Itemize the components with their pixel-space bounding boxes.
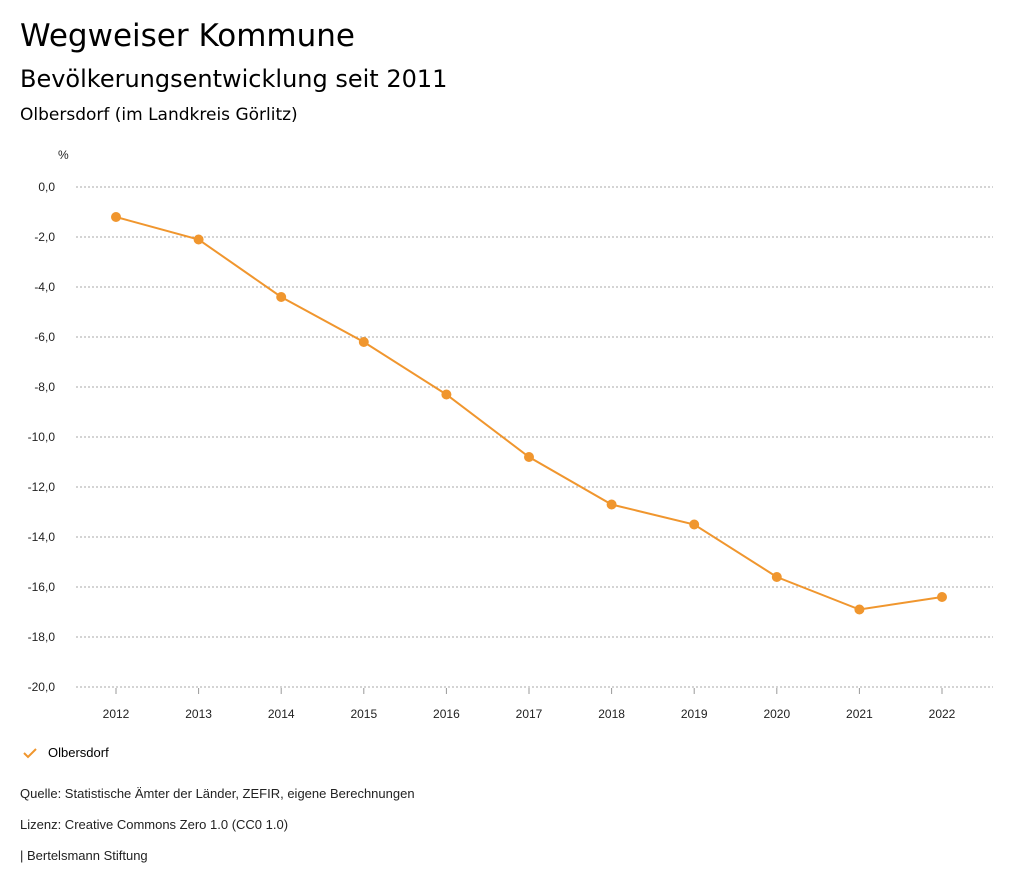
y-tick-label: -4,0 [34,280,55,294]
legend-item-olbersdorf[interactable]: Olbersdorf [22,745,109,760]
x-tick-label: 2015 [350,707,377,721]
x-tick-label: 2022 [929,707,956,721]
line-chart: % 0,0 -2,0 -4,0 -6,0 -8,0 -10,0 -12,0 -14,0 -16,… [28,148,993,721]
y-tick-label: -14,0 [28,530,56,544]
chart-subtitle: Bevölkerungsentwicklung seit 2011 [20,65,448,93]
x-tick-label: 2018 [598,707,625,721]
data-point[interactable] [689,519,700,530]
x-tick-label: 2021 [846,707,873,721]
region-title: Olbersdorf (im Landkreis Görlitz) [20,105,298,125]
source-note: Quelle: Statistische Ämter der Länder, Z… [20,786,415,801]
x-tick-label: 2013 [185,707,212,721]
y-tick-label: -16,0 [28,580,56,594]
data-point[interactable] [771,572,782,582]
check-icon [23,747,37,758]
x-tick-label: 2014 [268,707,295,721]
y-tick-label: -2,0 [34,230,55,244]
data-point[interactable] [193,234,204,245]
y-tick-label: -20,0 [28,680,56,694]
y-tick-label: -18,0 [28,630,56,644]
page-title: Wegweiser Kommune [20,18,355,54]
x-tick-label: 2020 [763,707,790,721]
data-point[interactable] [606,499,617,510]
data-point[interactable] [111,212,121,222]
y-axis-label: % [58,148,69,162]
y-tick-label: -10,0 [28,430,56,444]
data-point[interactable] [358,337,369,347]
y-tick-label: 0,0 [38,180,55,194]
license-note: Lizenz: Creative Commons Zero 1.0 (CC0 1… [20,817,289,832]
x-tick-label: 2012 [103,707,130,721]
x-tick-label: 2017 [516,707,543,721]
data-point[interactable] [854,604,865,615]
series-line [115,216,943,611]
y-tick-label: -6,0 [34,330,55,344]
y-tick-label: -12,0 [28,480,56,494]
data-point[interactable] [937,592,947,602]
y-tick-label: -8,0 [34,380,55,394]
data-point[interactable] [524,452,534,462]
data-point[interactable] [276,292,287,302]
legend-label: Olbersdorf [48,745,109,760]
x-tick-label: 2016 [433,707,460,721]
brand-note: | Bertelsmann Stiftung [20,848,148,863]
x-tick-label: 2019 [681,707,708,721]
data-point[interactable] [441,389,452,400]
